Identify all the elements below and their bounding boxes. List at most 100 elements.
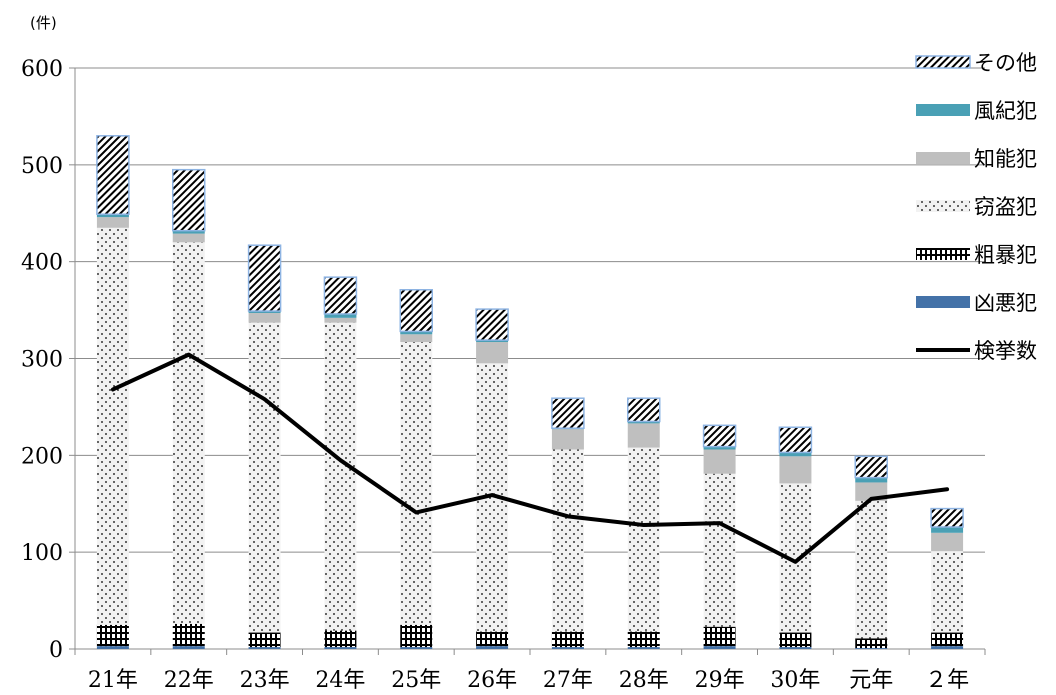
bar-segment — [779, 452, 812, 457]
bar-segment — [400, 647, 433, 649]
bar-segment — [551, 429, 584, 450]
line-point — [415, 511, 417, 513]
x-tick-label: 27年 — [543, 668, 593, 693]
legend-swatch — [916, 152, 970, 164]
x-tick-label: 25年 — [391, 668, 441, 693]
bar-segment — [627, 397, 661, 423]
bar-segment — [96, 214, 129, 218]
bar-segment — [248, 322, 281, 633]
bar-segment — [96, 135, 130, 215]
bar-segment — [627, 421, 660, 424]
bar-segment — [96, 227, 129, 625]
bar-segment — [172, 230, 205, 234]
y-tick-label: 400 — [21, 251, 63, 276]
legend-label: 検挙数 — [974, 339, 1037, 363]
bar-segment — [703, 449, 736, 474]
x-tick-label: 元年 — [849, 668, 893, 693]
legend-label: 凶悪犯 — [974, 291, 1037, 315]
bar-segment — [399, 288, 433, 333]
line-point — [188, 354, 190, 356]
bar-segment — [324, 313, 357, 318]
bar-segment — [324, 647, 357, 649]
bar-segment — [96, 624, 129, 647]
legend-label: 知能犯 — [974, 147, 1037, 171]
bar-segment — [324, 317, 357, 323]
bar-segment — [476, 646, 509, 649]
bar-segment — [475, 308, 509, 341]
bar-segment — [551, 397, 585, 429]
bar-segment — [476, 342, 509, 364]
legend-swatch — [916, 200, 970, 212]
series-line — [110, 352, 950, 564]
bar-segment — [855, 477, 888, 483]
legend-label: その他 — [974, 51, 1037, 75]
bar-segment — [855, 638, 888, 649]
y-tick-label: 0 — [49, 638, 63, 663]
line-point — [339, 459, 341, 461]
legend-swatch — [916, 104, 970, 116]
bar-segment — [96, 217, 129, 228]
x-tick-label: 22年 — [164, 668, 214, 693]
line-point — [264, 398, 266, 400]
bar-segment — [172, 168, 206, 232]
bar-segment — [248, 311, 281, 313]
x-tick-label: 30年 — [770, 668, 820, 693]
y-tick-label: 300 — [21, 348, 63, 373]
bar-segment — [476, 631, 509, 647]
bar-segment — [703, 646, 736, 649]
bar-segment — [96, 646, 129, 649]
y-unit-label: (件) — [30, 14, 57, 32]
gridlines — [75, 67, 985, 553]
bar-segment — [931, 532, 964, 552]
legend-label: 窃盗犯 — [974, 195, 1037, 219]
bar-segment — [400, 342, 433, 625]
bar-segment — [931, 526, 964, 533]
legend-swatch — [916, 296, 970, 308]
bar-segment — [400, 624, 433, 648]
bar-segment — [931, 646, 964, 649]
x-tick-label: 21年 — [88, 668, 138, 693]
x-tick-label: 29年 — [695, 668, 745, 693]
line-point — [491, 494, 493, 496]
bar-segment — [247, 244, 282, 312]
bar-segment — [400, 331, 433, 335]
line-point — [794, 561, 796, 563]
bar-segment — [627, 447, 660, 632]
line-point — [643, 524, 645, 526]
bar-segment — [172, 623, 205, 647]
bar-segment — [779, 647, 812, 649]
bar-segment — [930, 507, 964, 528]
bar-segment — [172, 242, 205, 624]
bar-segment — [172, 646, 205, 649]
legend-label: 風紀犯 — [974, 99, 1037, 123]
bar-segment — [248, 312, 281, 323]
bar-segment — [324, 630, 357, 648]
legend-swatch — [916, 248, 970, 260]
y-tick-label: 500 — [21, 154, 63, 179]
bar-segment — [627, 631, 660, 648]
axes — [69, 67, 986, 655]
bar-segment — [400, 334, 433, 343]
arrest-count-line — [110, 352, 950, 564]
stacked-bars — [96, 135, 964, 649]
legend-swatch — [915, 55, 971, 69]
bar-segment — [855, 500, 888, 639]
bar-segment — [702, 424, 737, 448]
bar-segment — [551, 631, 584, 648]
bar-segment — [248, 632, 281, 648]
y-tick-label: 100 — [21, 541, 63, 566]
bar-segment — [627, 647, 660, 649]
bar-segment — [703, 473, 736, 627]
x-tick-label: 26年 — [467, 668, 517, 693]
bar-segment — [551, 449, 584, 632]
bar-segment — [855, 648, 888, 649]
y-tick-label: 600 — [21, 57, 63, 82]
line-point — [719, 522, 721, 524]
bar-segment — [551, 647, 584, 649]
bar-segment — [248, 647, 281, 649]
bar-segment — [324, 322, 357, 631]
legend-label: 粗暴犯 — [974, 243, 1037, 267]
x-tick-label: ２年 — [925, 668, 969, 693]
